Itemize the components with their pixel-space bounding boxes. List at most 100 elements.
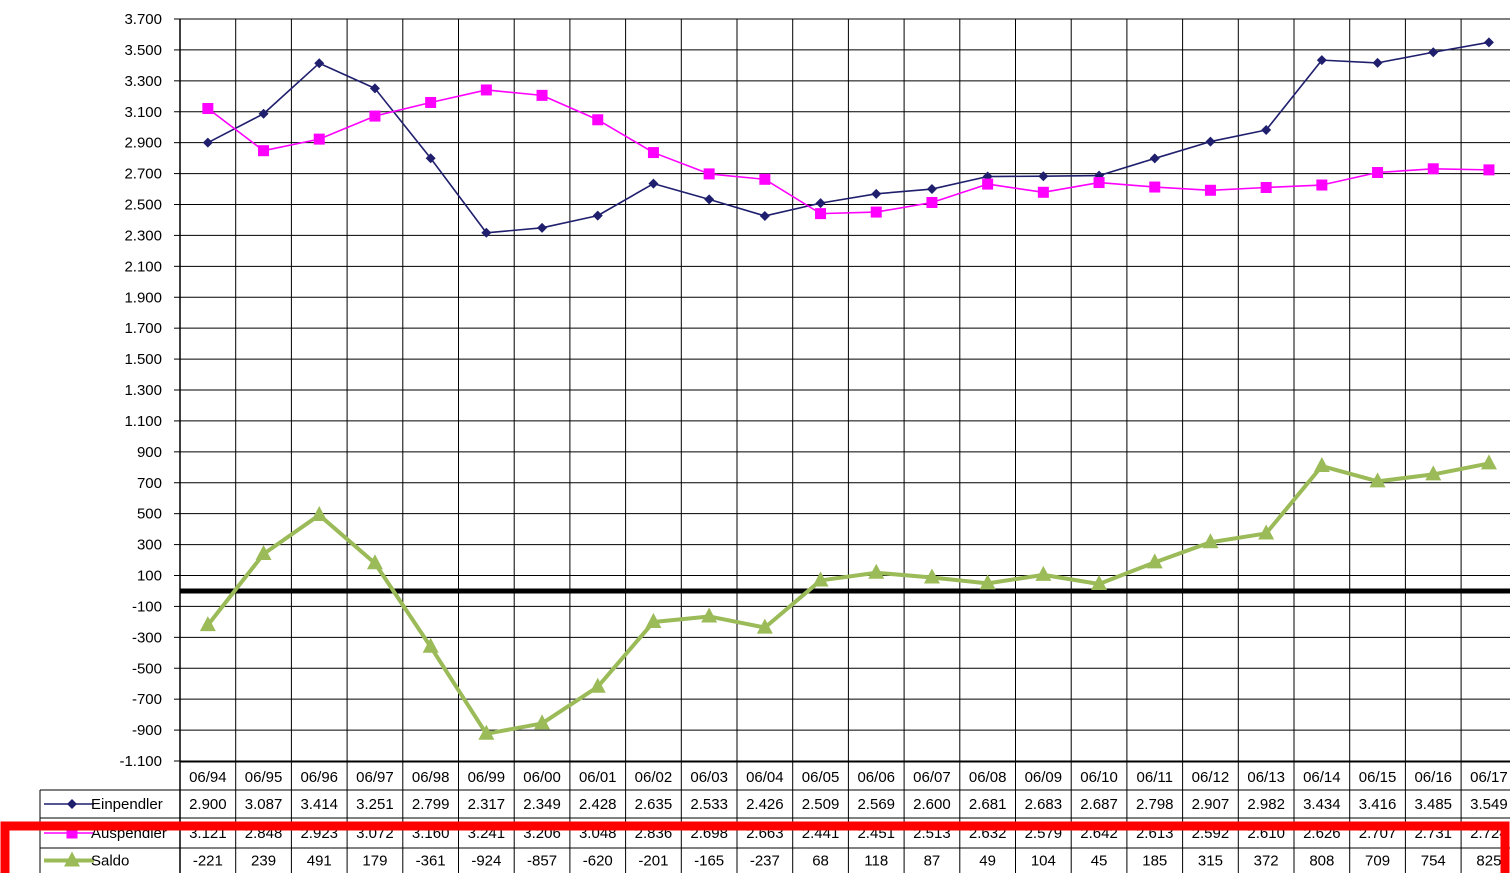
marker-saldo [1425,465,1442,481]
x-tick-label: 06/01 [579,769,617,786]
x-tick-label: 06/03 [690,769,728,786]
plot-grid [179,18,1510,873]
table-cell: 2.349 [523,796,561,813]
x-tick-label: 06/04 [746,769,784,786]
x-tick-label: 06/09 [1025,769,1063,786]
marker-saldo [199,616,216,632]
table-cell: -620 [583,853,613,870]
marker-saldo [923,568,940,584]
marker-saldo [1035,565,1052,581]
table-cell: 87 [924,853,941,870]
y-tick-label: 3.300 [124,73,162,90]
marker-einpendler [1483,37,1494,48]
y-tick-label: 2.900 [124,135,162,152]
marker-einpendler [592,210,603,221]
x-tick-label: 06/11 [1137,769,1173,786]
x-tick-label: 06/15 [1359,769,1397,786]
y-tick-label: 1.500 [124,351,162,368]
x-tick-label: 06/10 [1080,769,1118,786]
table-cell: 2.317 [468,796,506,813]
y-tick-label: 3.100 [124,104,162,121]
table-cell: 2.533 [690,796,728,813]
table-cell: 3.549 [1470,796,1508,813]
marker-auspendler [425,96,437,108]
table-cell: 2.683 [1025,796,1063,813]
table-cell: 2.798 [1136,796,1174,813]
highlight-group [0,821,1510,873]
marker-auspendler [1260,181,1272,193]
table-cell: 2.982 [1247,796,1285,813]
table-cell: 372 [1254,853,1279,870]
marker-einpendler [537,222,548,233]
table-cell: 2.907 [1192,796,1230,813]
table-cell: 2.681 [969,796,1007,813]
marker-einpendler [1316,55,1327,66]
x-tick-label: 06/05 [802,769,840,786]
marker-einpendler [258,108,269,119]
marker-auspendler [1037,186,1049,198]
marker-auspendler [313,133,325,145]
marker-saldo [756,618,773,634]
y-tick-label: 700 [137,475,162,492]
y-tick-label: 100 [137,568,162,585]
marker-saldo [534,714,551,730]
marker-auspendler [647,147,659,159]
table-cell: 2.900 [189,796,227,813]
table-cell: 2.569 [857,796,895,813]
marker-saldo [422,637,439,653]
table-cell: 118 [864,853,888,870]
legend-key-marker [64,851,80,867]
marker-einpendler [1038,171,1049,182]
marker-auspendler [703,168,715,180]
marker-auspendler [536,89,548,101]
x-tick-label: 06/99 [468,769,506,786]
table-cell: 45 [1091,853,1108,870]
marker-einpendler [202,137,213,148]
marker-saldo [311,506,328,522]
y-tick-label: 1.100 [124,413,162,430]
table-cell: 2.509 [802,796,840,813]
y-tick-label: -500 [132,660,162,677]
x-tick-label: 06/98 [412,769,450,786]
table-cell: 3.087 [245,796,283,813]
marker-einpendler [425,153,436,164]
table-cell: 491 [307,853,332,870]
table-cell: 185 [1142,853,1167,870]
marker-saldo [1091,575,1108,591]
marker-auspendler [1372,167,1384,179]
marker-saldo [812,571,829,587]
marker-auspendler [202,103,214,115]
marker-einpendler [815,198,826,209]
marker-einpendler [1261,124,1272,135]
marker-saldo [1202,533,1219,549]
marker-auspendler [926,196,938,208]
marker-einpendler [1149,153,1160,164]
marker-einpendler [314,58,325,69]
table-cell: 3.251 [356,796,394,813]
marker-saldo [979,574,996,590]
marker-auspendler [258,145,270,157]
marker-saldo [478,724,495,740]
y-tick-label: -900 [132,722,162,739]
y-tick-label: -300 [132,629,162,646]
y-tick-label: -700 [132,691,162,708]
x-tick-label: 06/96 [300,769,338,786]
y-tick-label: 500 [137,506,162,523]
y-tick-label: 1.700 [124,320,162,337]
legend-label: Saldo [91,853,129,870]
table-cell: 808 [1309,853,1334,870]
marker-einpendler [926,184,937,195]
marker-einpendler [1205,136,1216,147]
series-markers [199,37,1497,740]
series-line-auspendler [207,89,1489,215]
y-axis: 3.700 3.500 3.300 3.100 2.900 2.700 2.500 2.300… [119,11,181,873]
x-tick-label: 06/97 [356,769,394,786]
marker-saldo [701,607,718,623]
marker-saldo [1480,454,1497,470]
marker-saldo [1369,472,1386,488]
marker-saldo [868,563,885,579]
y-tick-label: 3.500 [124,42,162,59]
marker-auspendler [480,84,492,96]
x-tick-label: 06/14 [1303,769,1341,786]
